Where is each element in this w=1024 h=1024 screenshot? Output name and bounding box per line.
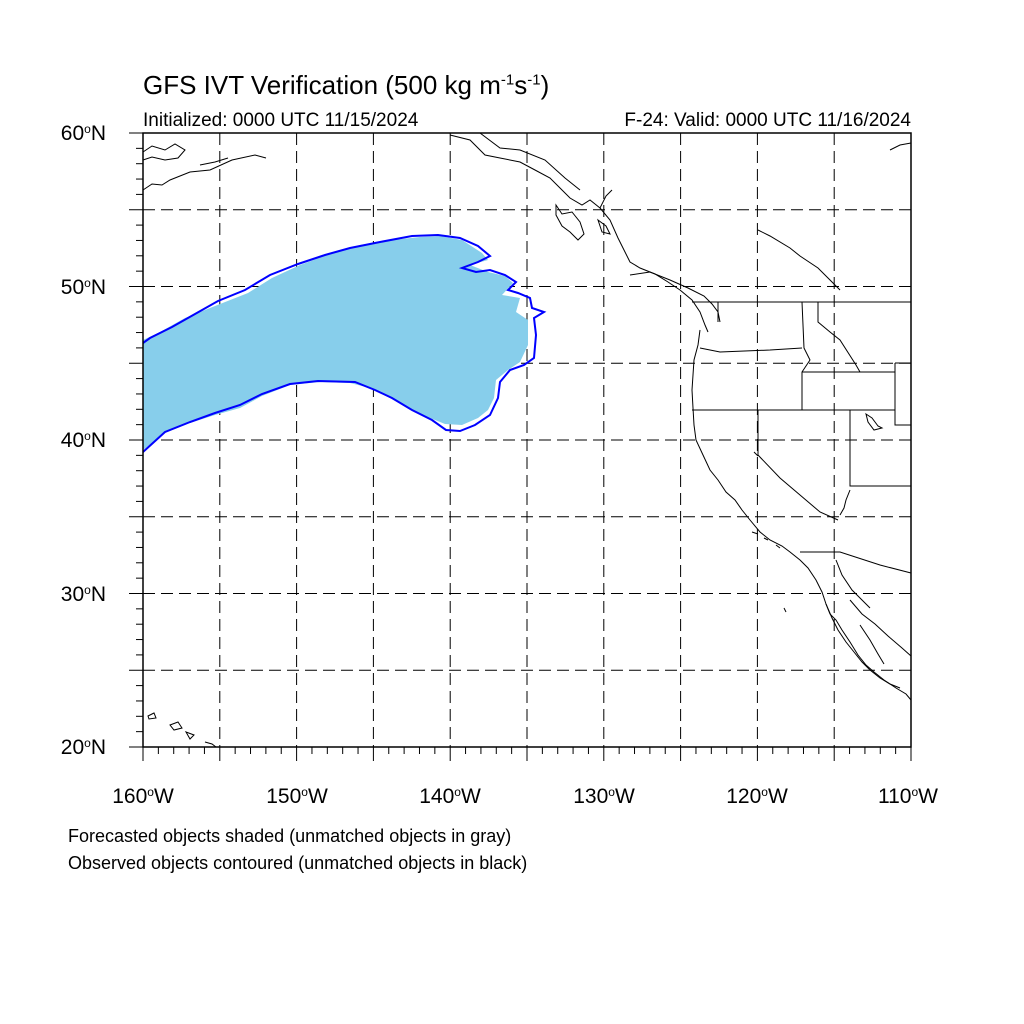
lat-label-60: 60oN (60, 122, 106, 145)
coastlines (142, 132, 912, 748)
forecast-object-shaded (143, 236, 528, 450)
lon-label-120w: 120oW (726, 785, 788, 808)
lat-label-40: 40oN (60, 429, 106, 452)
lat-label-50: 50oN (60, 276, 106, 299)
lon-label-110w: 110oW (878, 785, 938, 808)
observed-object-contour (142, 233, 547, 453)
lon-label-160w: 160oW (112, 785, 174, 808)
legend-forecast-note: Forecasted objects shaded (unmatched obj… (68, 826, 512, 846)
lon-label-130w: 130oW (573, 785, 635, 808)
lon-label-150w: 150oW (266, 785, 328, 808)
lat-label-20: 20oN (60, 736, 106, 759)
axis-ticks (129, 132, 912, 761)
valid-time: F-24: Valid: 0000 UTC 11/16/2024 (624, 110, 911, 131)
chart-title: GFS IVT Verification (500 kg m-1s-1) (143, 70, 550, 100)
legend-observed-note: Observed objects contoured (unmatched ob… (68, 853, 528, 873)
lat-label-30: 30oN (60, 583, 106, 606)
initialized-time: Initialized: 0000 UTC 11/15/2024 (143, 110, 419, 131)
graticule (143, 133, 911, 747)
lon-label-140w: 140oW (419, 785, 481, 808)
